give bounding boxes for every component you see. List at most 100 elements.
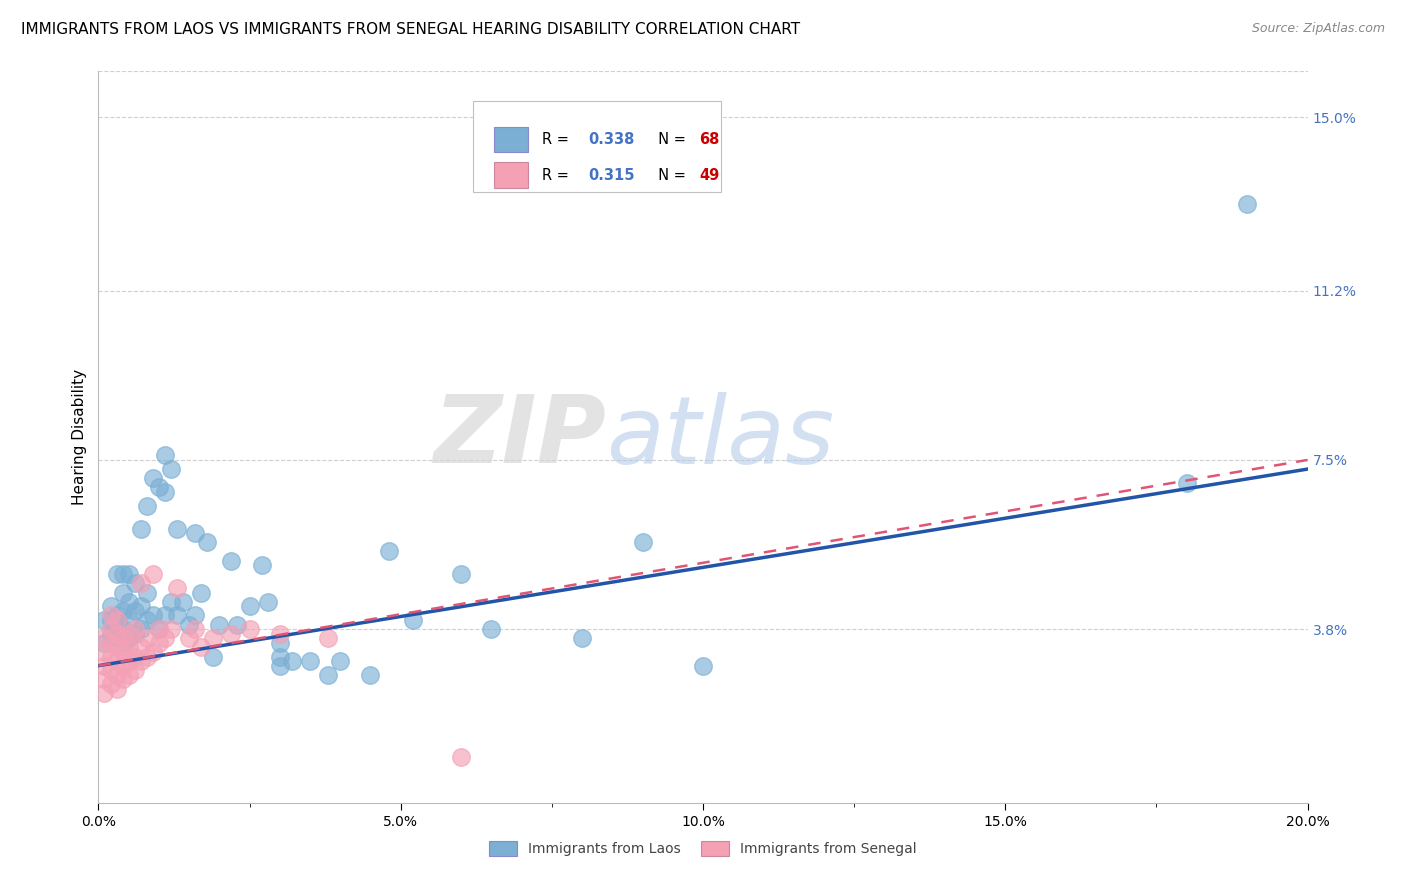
Point <box>105 654 128 668</box>
Point <box>111 622 134 636</box>
Point <box>299 654 322 668</box>
Point <box>402 613 425 627</box>
Point <box>118 626 141 640</box>
Text: N =: N = <box>648 168 690 183</box>
Point <box>269 658 291 673</box>
Point <box>221 553 243 567</box>
Point <box>105 622 128 636</box>
Point <box>129 622 152 636</box>
Point <box>111 636 134 650</box>
Point <box>118 613 141 627</box>
Point <box>105 567 128 582</box>
Point <box>269 626 291 640</box>
Point <box>148 622 170 636</box>
Point <box>450 750 472 764</box>
Point <box>250 558 273 573</box>
Point <box>111 632 134 646</box>
Point <box>329 654 352 668</box>
Point <box>226 617 249 632</box>
Point <box>135 613 157 627</box>
Point <box>1175 475 1198 490</box>
Point <box>111 604 134 618</box>
Point <box>148 636 170 650</box>
Point <box>100 613 122 627</box>
Text: Source: ZipAtlas.com: Source: ZipAtlas.com <box>1251 22 1385 36</box>
Point <box>100 663 122 677</box>
Point <box>202 649 225 664</box>
Point <box>100 622 122 636</box>
Point <box>118 667 141 681</box>
Point <box>153 608 176 623</box>
Point <box>160 622 183 636</box>
Point <box>100 608 122 623</box>
Point <box>93 636 115 650</box>
Point <box>118 654 141 668</box>
Point <box>195 535 218 549</box>
Point <box>153 485 176 500</box>
Point <box>118 595 141 609</box>
Point <box>571 632 593 646</box>
Point <box>692 658 714 673</box>
Point <box>239 622 262 636</box>
Point <box>118 640 141 655</box>
Point <box>166 581 188 595</box>
Point <box>179 632 201 646</box>
Point <box>135 585 157 599</box>
Point <box>166 608 188 623</box>
Point <box>124 622 146 636</box>
Point <box>118 632 141 646</box>
Point <box>105 626 128 640</box>
Point <box>118 567 141 582</box>
Point <box>377 544 399 558</box>
Text: 0.338: 0.338 <box>588 132 634 147</box>
Point <box>153 632 176 646</box>
Point <box>124 626 146 640</box>
Point <box>256 595 278 609</box>
Point <box>316 632 339 646</box>
Point <box>153 449 176 463</box>
Point <box>135 632 157 646</box>
Point <box>269 649 291 664</box>
FancyBboxPatch shape <box>494 162 527 188</box>
Point <box>160 595 183 609</box>
Point <box>202 632 225 646</box>
Point <box>124 604 146 618</box>
Point <box>184 622 207 636</box>
Point <box>148 622 170 636</box>
Point <box>360 667 382 681</box>
Point <box>142 567 165 582</box>
Point <box>105 681 128 696</box>
Text: 68: 68 <box>699 132 720 147</box>
Point <box>100 599 122 614</box>
Text: 0.315: 0.315 <box>588 168 634 183</box>
Point <box>184 608 207 623</box>
Point <box>281 654 304 668</box>
Point <box>129 521 152 535</box>
Text: 49: 49 <box>699 168 720 183</box>
Point <box>166 521 188 535</box>
FancyBboxPatch shape <box>474 101 721 192</box>
Point <box>135 499 157 513</box>
Point <box>100 626 122 640</box>
Point <box>93 673 115 687</box>
Point <box>208 617 231 632</box>
Point <box>124 663 146 677</box>
Point <box>93 686 115 700</box>
Point <box>135 649 157 664</box>
Point <box>111 658 134 673</box>
Point <box>105 667 128 681</box>
Text: N =: N = <box>648 132 690 147</box>
Point <box>93 658 115 673</box>
Point <box>221 626 243 640</box>
Point <box>93 613 115 627</box>
Point <box>129 640 152 655</box>
Point <box>111 567 134 582</box>
Point <box>269 636 291 650</box>
FancyBboxPatch shape <box>494 127 527 153</box>
Point <box>148 480 170 494</box>
Point <box>316 667 339 681</box>
Point <box>100 677 122 691</box>
Point <box>142 471 165 485</box>
Point <box>93 632 115 646</box>
Point <box>111 673 134 687</box>
